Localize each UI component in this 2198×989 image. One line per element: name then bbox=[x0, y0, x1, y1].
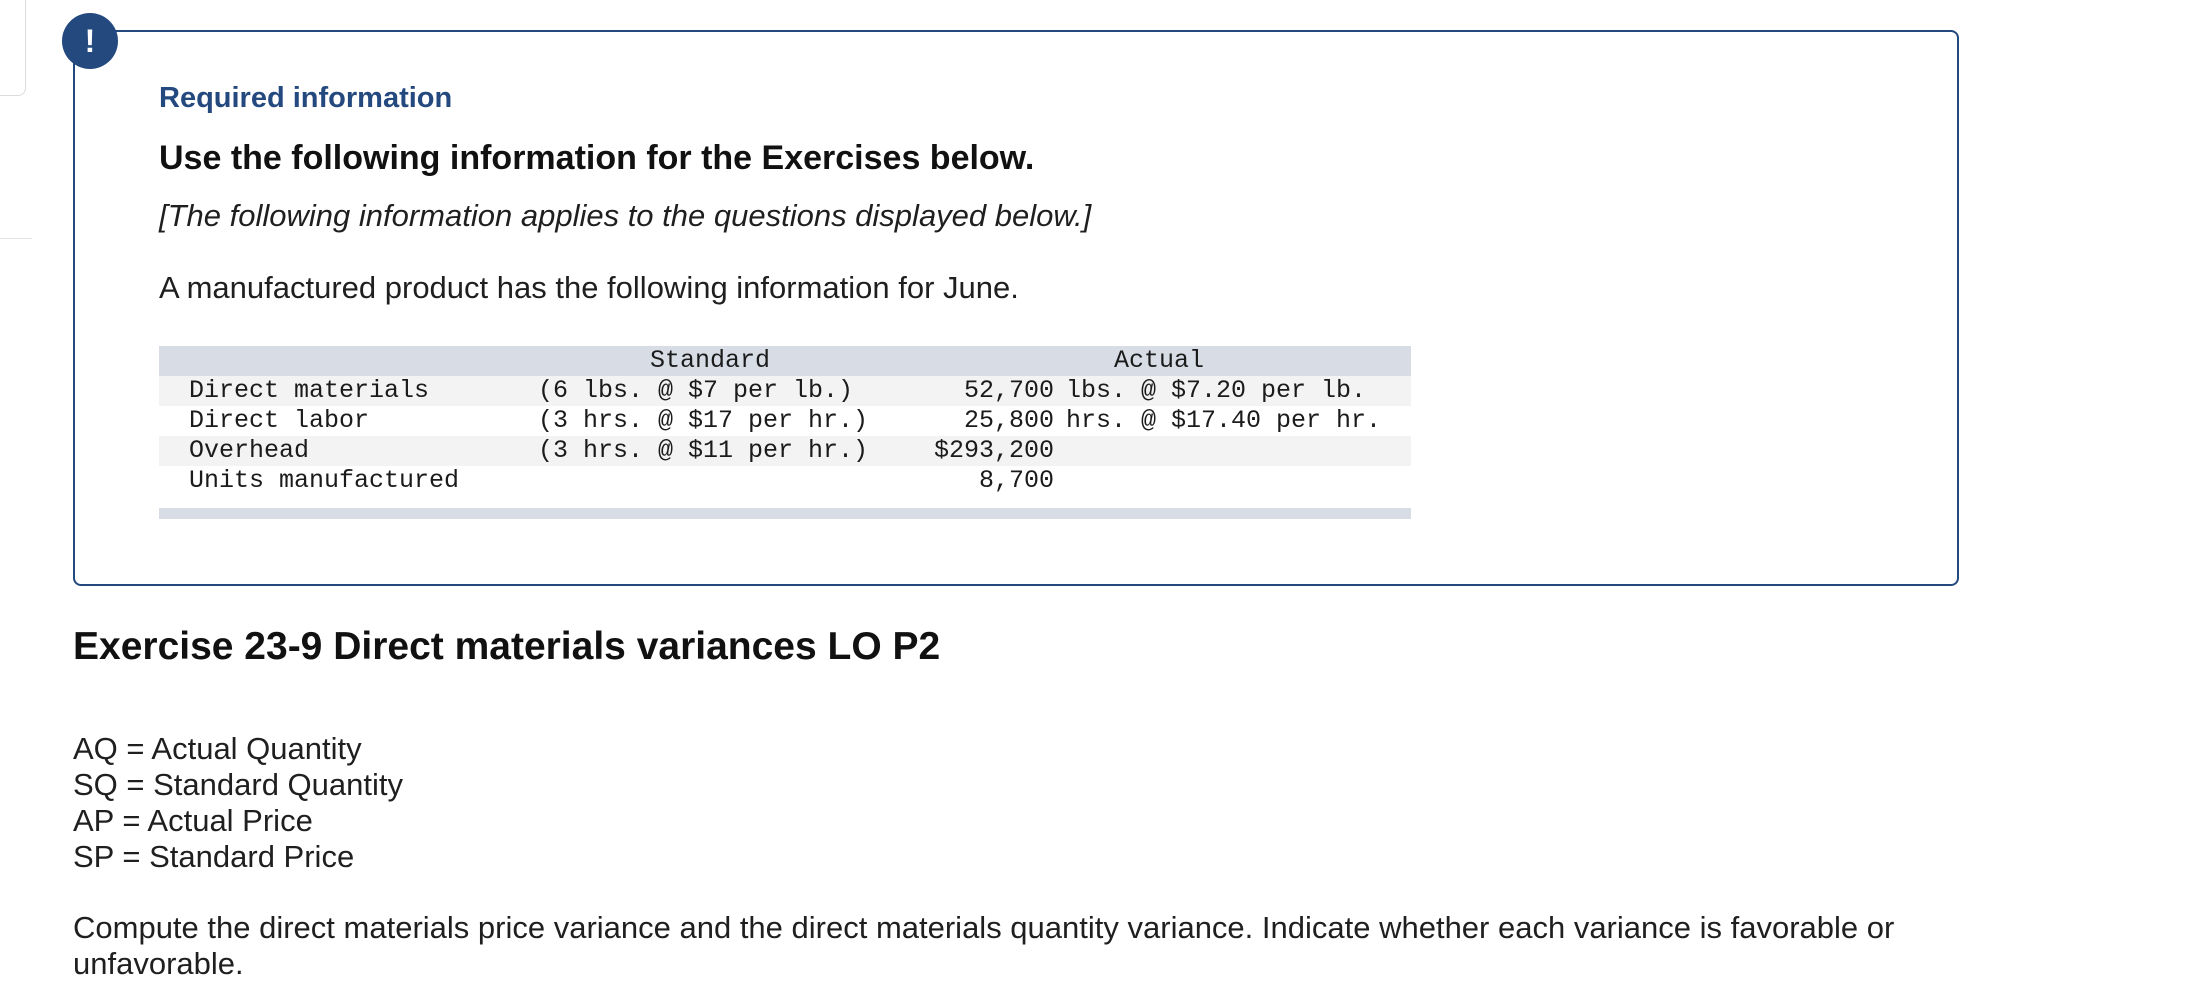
row-actual-unit: hrs. @ $17.40 per hr. bbox=[1066, 406, 1382, 435]
required-information-box bbox=[73, 30, 1959, 586]
table-row: Overhead (3 hrs. @ $11 per hr.) $293,200 bbox=[159, 436, 1411, 466]
row-label: Overhead bbox=[189, 436, 310, 465]
abbreviation-item: AQ = Actual Quantity bbox=[73, 731, 362, 766]
table-row: Units manufactured 8,700 bbox=[159, 466, 1411, 496]
required-info-title: Required information bbox=[159, 82, 453, 114]
row-standard: (6 lbs. @ $7 per lb.) bbox=[538, 376, 854, 405]
header-actual: Actual bbox=[1114, 346, 1205, 375]
exercise-instructions: Compute the direct materials price varia… bbox=[73, 910, 1895, 981]
row-label: Direct labor bbox=[189, 406, 370, 435]
row-standard: (3 hrs. @ $17 per hr.) bbox=[538, 406, 869, 435]
table-header-row: Standard Actual bbox=[159, 346, 1411, 376]
product-intro: A manufactured product has the following… bbox=[159, 270, 1019, 305]
abbreviation-item: SP = Standard Price bbox=[73, 839, 355, 874]
exercise-title: Exercise 23-9 Direct materials variances… bbox=[73, 625, 941, 668]
row-label: Direct materials bbox=[189, 376, 430, 405]
row-actual-value: 8,700 bbox=[978, 466, 1054, 495]
exercises-heading: Use the following information for the Ex… bbox=[159, 139, 1035, 177]
table-row: Direct labor (3 hrs. @ $17 per hr.) 25,8… bbox=[159, 406, 1411, 436]
table-footer-bar bbox=[159, 508, 1411, 519]
applies-note: [The following information applies to th… bbox=[159, 198, 1092, 233]
abbreviation-item: AP = Actual Price bbox=[73, 803, 313, 838]
row-actual-value: 25,800 bbox=[963, 406, 1054, 435]
table-row: Direct materials (6 lbs. @ $7 per lb.) 5… bbox=[159, 376, 1411, 406]
header-standard: Standard bbox=[650, 346, 771, 375]
side-panel-edge bbox=[0, 0, 26, 96]
row-actual-unit: lbs. @ $7.20 per lb. bbox=[1066, 376, 1367, 405]
alert-icon: ! bbox=[62, 13, 118, 69]
cost-data-table: Standard Actual Direct materials (6 lbs.… bbox=[159, 346, 1411, 519]
row-standard: (3 hrs. @ $11 per hr.) bbox=[538, 436, 869, 465]
side-divider bbox=[0, 238, 32, 239]
row-actual-value: $293,200 bbox=[933, 436, 1054, 465]
abbreviation-item: SQ = Standard Quantity bbox=[73, 767, 403, 802]
row-label: Units manufactured bbox=[189, 466, 460, 495]
row-actual-value: 52,700 bbox=[963, 376, 1054, 405]
abbreviation-list: AQ = Actual Quantity SQ = Standard Quant… bbox=[73, 731, 403, 875]
